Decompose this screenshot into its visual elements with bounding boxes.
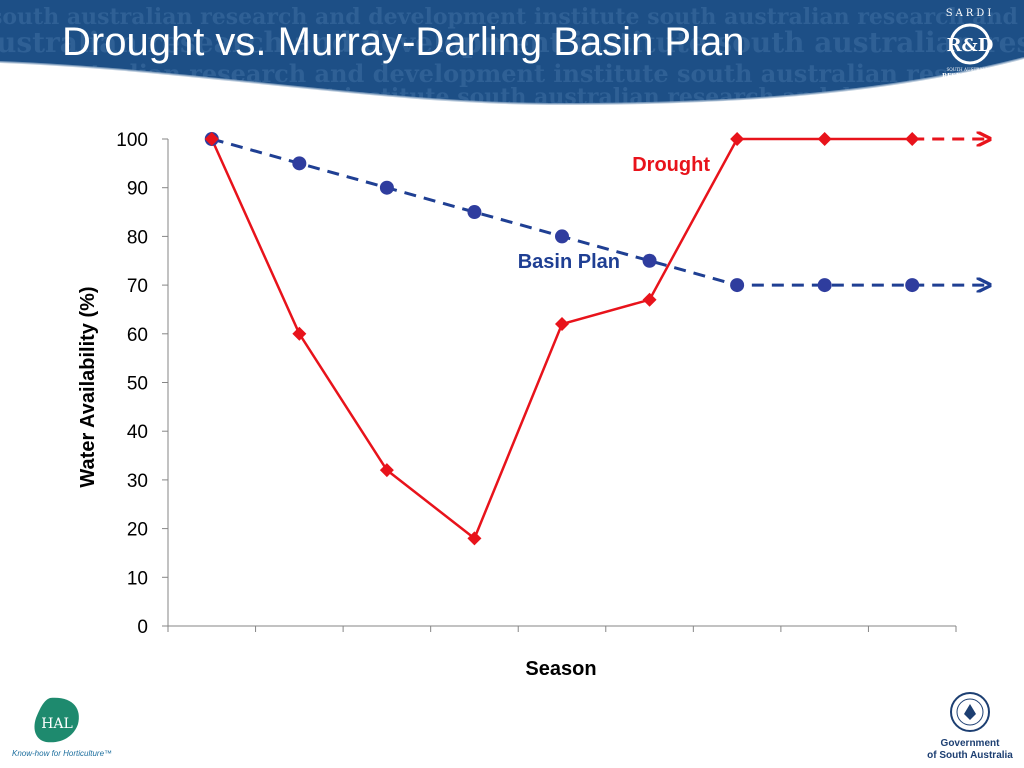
hal-leaf-icon xyxy=(34,697,79,743)
y-tick-labels: 0 10 20 30 40 50 60 70 80 90 100 xyxy=(116,130,148,638)
y-tick-label: 60 xyxy=(127,325,148,346)
drought-point xyxy=(817,132,832,146)
sardi-mark: R&D xyxy=(947,35,994,56)
y-tick-label: 30 xyxy=(127,471,148,492)
banner-watermark: south australian research and developmen… xyxy=(0,4,1024,30)
y-tick-label: 100 xyxy=(116,130,148,151)
y-tick-label: 70 xyxy=(127,276,148,297)
basin-plan-point xyxy=(642,253,657,268)
y-tick-label: 50 xyxy=(127,374,148,395)
basin-plan-point xyxy=(817,278,832,293)
hal-mark: HAL xyxy=(41,716,73,732)
piping-shrike-icon xyxy=(964,704,976,720)
banner-background xyxy=(0,0,1024,104)
drought-series-line xyxy=(210,137,913,541)
sardi-emblem-icon xyxy=(949,23,991,65)
y-tick-label: 90 xyxy=(127,179,148,200)
sardi-line1: SOUTH AUSTRALIAN xyxy=(946,67,993,72)
sardi-line4: INSTITUTE xyxy=(958,87,982,92)
basin-plan-point xyxy=(379,180,394,195)
basin-plan-point xyxy=(467,205,482,220)
header-banner: south australian research and developmen… xyxy=(0,0,1024,106)
sardi-line3: DEVELOPMENT xyxy=(943,80,998,87)
drought-point xyxy=(555,317,569,332)
gov-line2: of South Australia xyxy=(927,750,1013,761)
y-tick-label: 40 xyxy=(127,422,148,443)
series-label-drought: Drought xyxy=(632,154,710,176)
x-axis-label: Season xyxy=(525,658,596,680)
drought-point xyxy=(467,531,482,546)
hal-tagline: Know-how for Horticulture™ xyxy=(12,749,112,758)
basin-plan-point xyxy=(905,278,920,293)
drought-point xyxy=(292,326,307,341)
drought-point xyxy=(642,292,657,307)
basin-plan-point xyxy=(555,229,569,244)
banner-edge xyxy=(0,57,1024,106)
drought-point xyxy=(204,132,219,146)
drought-point xyxy=(379,463,394,478)
y-tick-label: 10 xyxy=(127,568,148,589)
y-tick-label: 0 xyxy=(137,617,148,638)
basin-plan-point xyxy=(292,156,307,171)
chart-axes xyxy=(162,138,957,632)
y-axis-label: Water Availability (%) xyxy=(77,286,99,487)
sardi-logo: SARDI R&D SOUTH AUSTRALIAN RESEARCH AND … xyxy=(942,8,998,92)
slide-title: Drought vs. Murray-Darling Basin Plan xyxy=(62,20,745,64)
basin-plan-point xyxy=(730,278,745,293)
drought-point xyxy=(905,132,920,146)
series-label-basin-plan: Basin Plan xyxy=(518,251,620,273)
banner-watermark: south australian research and developmen… xyxy=(0,26,1024,59)
y-tick-label: 20 xyxy=(127,520,148,541)
state-badge-inner-icon xyxy=(956,698,984,726)
sardi-acronym: SARDI xyxy=(946,8,995,19)
water-availability-chart: 0 10 20 30 40 50 60 70 80 90 100 Water Availabilit… xyxy=(77,130,1024,680)
hal-logo: HAL Know-how for Horticulture™ xyxy=(12,697,112,758)
sardi-line2: RESEARCH AND xyxy=(942,73,998,80)
drought-point xyxy=(730,132,745,146)
gov-line1: Government xyxy=(941,738,1001,749)
series-layer xyxy=(204,132,990,546)
government-of-south-australia-logo: Government of South Australia xyxy=(927,692,1013,761)
y-tick-label: 80 xyxy=(127,227,148,248)
